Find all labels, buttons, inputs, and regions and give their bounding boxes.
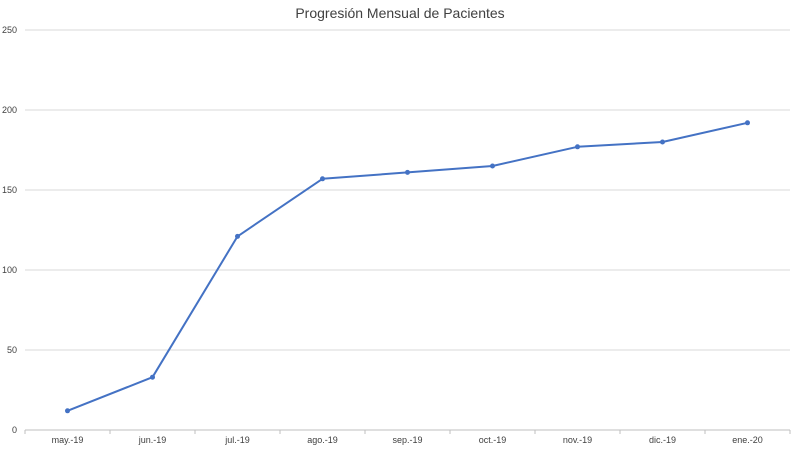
y-tick-label: 200 [2,105,17,115]
data-point [745,120,750,126]
data-point [575,144,580,150]
data-point [405,169,410,175]
y-tick-label: 150 [2,185,17,195]
data-point [660,139,665,145]
y-tick-labels: 0 50 100 150 200 250 [2,25,17,435]
data-point [65,408,70,414]
x-tick-label: sep.-19 [392,435,422,445]
y-tick-label: 50 [7,345,17,355]
data-point [150,374,155,380]
x-tick-label: jul.-19 [224,435,250,445]
data-point [320,176,325,182]
x-tick-label: oct.-19 [479,435,507,445]
x-tick-label: dic.-19 [649,435,676,445]
series-line [67,121,748,412]
x-tick-label: nov.-19 [563,435,592,445]
data-point [490,163,495,169]
data-point [235,233,240,239]
x-tick-label: ene.-20 [732,435,763,445]
y-tick-label: 100 [2,265,17,275]
x-tick-labels: may.-19 jun.-19 jul.-19 ago.-19 sep.-19 oct.-… [52,435,763,445]
x-tick-label: may.-19 [52,435,84,445]
x-tick-label: jun.-19 [138,435,167,445]
chart-title: Progresión Mensual de Pacientes [295,5,505,21]
y-tick-label: 250 [2,25,17,35]
gridlines [24,29,791,434]
x-tick-label: ago.-19 [307,435,338,445]
series-layer [65,120,750,414]
y-tick-label: 0 [12,425,17,435]
